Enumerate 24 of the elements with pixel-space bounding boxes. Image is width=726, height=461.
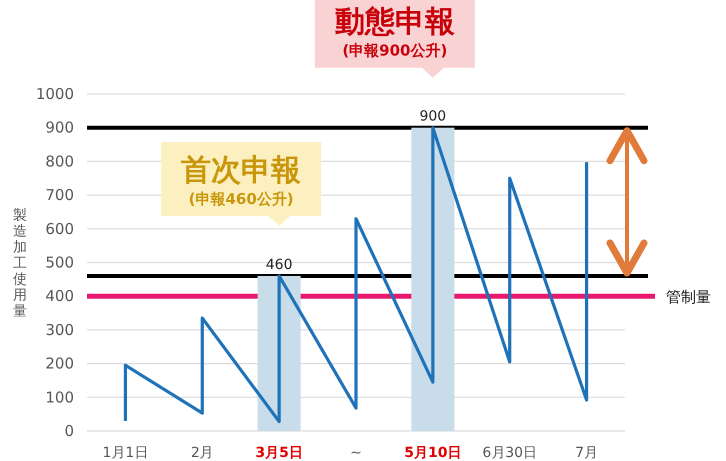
annotation: 動態申報 (申報900公升) bbox=[334, 4, 455, 60]
x-tick-label: 3月5日 bbox=[255, 445, 303, 461]
x-tick-label: 5月10日 bbox=[404, 445, 462, 461]
x-tick-label: ~ bbox=[350, 445, 362, 461]
y-tick-label: 0 bbox=[64, 422, 74, 440]
y-tick-label: 600 bbox=[45, 220, 74, 238]
x-tick-label: 7月 bbox=[575, 445, 598, 461]
y-tick-label: 300 bbox=[45, 320, 74, 339]
y-tick-label: 500 bbox=[45, 254, 74, 272]
y-tick-label: 200 bbox=[45, 354, 74, 373]
y-tick-label: 100 bbox=[45, 388, 74, 406]
y-tick-label: 1000 bbox=[36, 85, 74, 103]
y-tick-label: 800 bbox=[45, 152, 74, 170]
ref-line-label: 管制量 bbox=[666, 288, 711, 306]
y-tick-label: 400 bbox=[45, 287, 74, 306]
data-label: 900 bbox=[419, 108, 446, 125]
data-label: 460 bbox=[266, 256, 293, 273]
y-axis-title: 製造加工使用量 bbox=[13, 208, 27, 320]
y-tick-label: 900 bbox=[45, 118, 74, 137]
annotation: 首次申報 (申報460公升) bbox=[181, 152, 302, 208]
x-tick-label: 6月30日 bbox=[482, 445, 538, 461]
y-tick-label: 700 bbox=[45, 186, 74, 204]
x-tick-label: 1月1日 bbox=[102, 445, 148, 461]
x-tick-label: 2月 bbox=[190, 445, 214, 461]
